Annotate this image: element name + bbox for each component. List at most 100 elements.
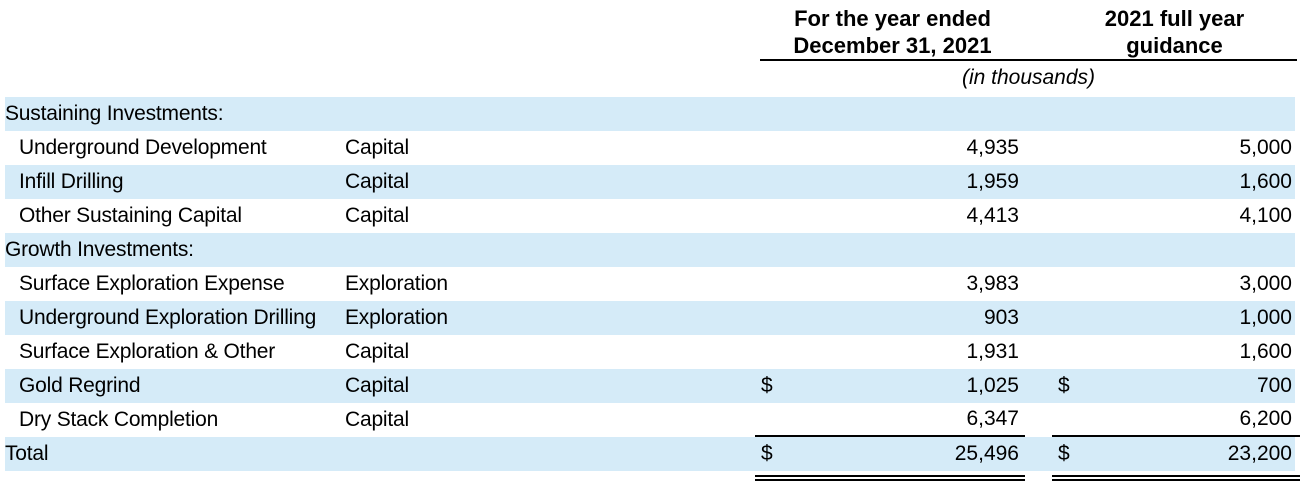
cell-type: Capital (345, 340, 409, 363)
period-amount: 1,931 (966, 340, 1019, 363)
guidance-amount: 1,600 (1239, 340, 1292, 363)
cell-period-value: 6,347 (755, 403, 1025, 437)
cell-label: Gold Regrind (19, 374, 141, 397)
dollar-sign: $ (761, 374, 773, 397)
header-column-gap (1025, 5, 1052, 59)
total-double-rule-guidance (1052, 475, 1300, 481)
row-infill-drilling: Infill Drilling Capital 1,959 1,600 (0, 165, 1300, 199)
cell-spacer (525, 165, 755, 199)
cell-label: Growth Investments: (5, 238, 194, 261)
cell-spacer (525, 131, 755, 165)
cell-type: Exploration (345, 306, 448, 329)
guidance-amount: 3,000 (1239, 272, 1292, 295)
cell-spacer (525, 437, 755, 471)
column-gap (1025, 267, 1052, 301)
guidance-amount: 1,000 (1239, 306, 1292, 329)
dollar-sign: $ (1058, 442, 1070, 465)
period-amount: 903 (983, 306, 1019, 329)
row-surface-exploration-other: Surface Exploration & Other Capital 1,93… (0, 335, 1300, 369)
cell-type: Capital (345, 374, 409, 397)
guidance-amount: 6,200 (1239, 407, 1292, 430)
table-header: For the year ended December 31, 2021 202… (760, 0, 1297, 61)
period-header-line2: December 31, 2021 (793, 33, 992, 58)
cell-type: Capital (345, 136, 409, 159)
row-underground-exploration-drilling: Underground Exploration Drilling Explora… (0, 301, 1300, 335)
cell-guidance-value: 6,200 (1052, 403, 1300, 437)
cell-spacer (525, 335, 755, 369)
cell-label: Total (5, 442, 49, 465)
total-underline-row (0, 471, 1300, 485)
period-amount: 1,025 (966, 374, 1019, 397)
column-gap (1025, 97, 1052, 131)
row-underground-development: Underground Development Capital 4,935 5,… (0, 131, 1300, 165)
cell-period-value (755, 97, 1025, 131)
column-header-guidance: 2021 full year guidance (1052, 5, 1297, 59)
column-gap (1025, 199, 1052, 233)
cell-period-value: 1,931 (755, 335, 1025, 369)
cell-type: Exploration (345, 272, 448, 295)
cell-spacer (525, 369, 755, 403)
row-gold-regrind: Gold Regrind Capital $1,025 $700 (0, 369, 1300, 403)
cell-spacer (525, 233, 755, 267)
cell-type: Capital (345, 204, 409, 227)
cell-label: Underground Development (19, 136, 267, 159)
guidance-header-line1: 2021 full year (1104, 6, 1245, 31)
row-dry-stack-completion: Dry Stack Completion Capital 6,347 6,200 (0, 403, 1300, 437)
cell-label: Surface Exploration & Other (19, 340, 276, 363)
cell-period-value: 3,983 (755, 267, 1025, 301)
period-amount: 1,959 (966, 170, 1019, 193)
cell-label: Sustaining Investments: (5, 102, 224, 125)
column-header-period: For the year ended December 31, 2021 (760, 5, 1025, 59)
guidance-amount: 5,000 (1239, 136, 1292, 159)
cell-spacer (525, 97, 755, 131)
period-header-line1: For the year ended (794, 6, 991, 31)
cell-label: Infill Drilling (19, 170, 124, 193)
row-total: Total $25,496 $23,200 (0, 437, 1300, 471)
row-surface-exploration-expense: Surface Exploration Expense Exploration … (0, 267, 1300, 301)
guidance-header-line2: guidance (1126, 33, 1223, 58)
guidance-amount: 4,100 (1239, 204, 1292, 227)
cell-spacer (525, 403, 755, 437)
column-gap (1025, 233, 1052, 267)
dollar-sign: $ (761, 442, 773, 465)
cell-period-value: 4,413 (755, 199, 1025, 233)
cell-label: Other Sustaining Capital (19, 204, 242, 227)
column-gap (1025, 131, 1052, 165)
cell-guidance-value (1052, 97, 1300, 131)
cell-type: Capital (345, 408, 409, 431)
guidance-amount: 1,600 (1239, 170, 1292, 193)
cell-label: Underground Exploration Drilling (19, 306, 317, 329)
guidance-amount: 23,200 (1227, 442, 1292, 465)
period-amount: 6,347 (966, 407, 1019, 430)
row-growth-investments: Growth Investments: (0, 233, 1300, 267)
cell-guidance-value: 1,600 (1052, 165, 1300, 199)
cell-spacer (525, 267, 755, 301)
cell-label: Dry Stack Completion (19, 408, 219, 431)
column-gap (1025, 403, 1052, 437)
period-amount: 3,983 (966, 272, 1019, 295)
guidance-amount: 700 (1256, 374, 1292, 397)
cell-guidance-value: $23,200 (1052, 437, 1300, 471)
cell-guidance-value: 3,000 (1052, 267, 1300, 301)
row-sustaining-investments: Sustaining Investments: (0, 97, 1300, 131)
cell-guidance-value: 1,000 (1052, 301, 1300, 335)
period-amount: 25,496 (954, 442, 1019, 465)
cell-guidance-value (1052, 233, 1300, 267)
cell-period-value: $1,025 (755, 369, 1025, 403)
column-gap (1025, 301, 1052, 335)
cell-type (345, 97, 525, 131)
total-double-rule-period (755, 475, 1025, 481)
period-amount: 4,413 (966, 204, 1019, 227)
cell-guidance-value: 4,100 (1052, 199, 1300, 233)
cell-period-value (755, 233, 1025, 267)
cell-type (345, 233, 525, 267)
cell-period-value: 903 (755, 301, 1025, 335)
cell-period-value: 1,959 (755, 165, 1025, 199)
cell-guidance-value: 1,600 (1052, 335, 1300, 369)
column-gap (1025, 437, 1052, 471)
cell-label: Surface Exploration Expense (19, 272, 285, 295)
period-amount: 4,935 (966, 136, 1019, 159)
cell-type (345, 437, 525, 471)
row-other-sustaining-capital: Other Sustaining Capital Capital 4,413 4… (0, 199, 1300, 233)
